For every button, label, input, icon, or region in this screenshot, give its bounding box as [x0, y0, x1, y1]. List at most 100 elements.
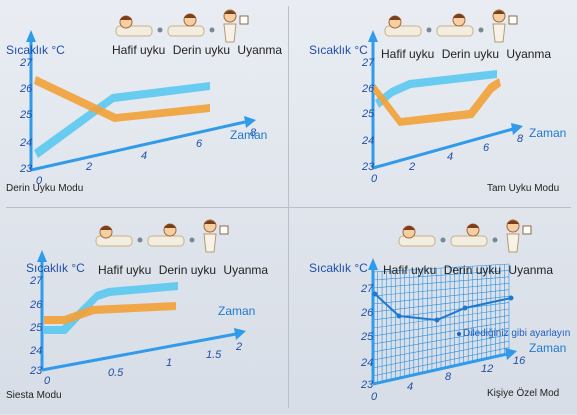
arrow-right-icon	[492, 237, 498, 243]
curve-point[interactable]	[396, 313, 402, 319]
grid-line	[372, 302, 510, 321]
axes	[26, 30, 256, 172]
x-tick-label: 4	[141, 150, 147, 162]
blue-temperature-band	[34, 82, 210, 158]
y-tick-label: 27	[361, 57, 375, 69]
sleeping-person-icon	[398, 225, 436, 247]
x-tick-label: 4	[407, 381, 413, 393]
axes	[37, 250, 246, 372]
y-ticks: 23 24 25 26 27	[361, 57, 375, 173]
arrow-right-icon	[189, 237, 195, 243]
mode-label: Derin Uyku Modu	[6, 183, 84, 194]
blue-temperature-band	[375, 70, 497, 108]
time-axis-label: Zaman	[529, 126, 567, 140]
curve-point[interactable]	[462, 305, 468, 311]
note-marker	[457, 332, 461, 336]
sleeping-person-icon	[95, 225, 133, 247]
grid-line	[372, 282, 510, 297]
y-tick-label: 24	[360, 357, 373, 369]
y-tick-label: 24	[29, 345, 42, 357]
x-tick-label: 0	[44, 375, 51, 387]
stage-icons	[384, 9, 518, 43]
arrow-right-icon	[478, 27, 484, 33]
y-tick-label: 25	[29, 322, 43, 334]
y-tick-label: 24	[19, 137, 32, 149]
y-tick-label: 25	[360, 331, 374, 343]
stage-icons	[398, 219, 532, 253]
curve-points	[372, 291, 514, 323]
x-tick-label: 8	[250, 127, 257, 139]
adjustable-grid	[372, 263, 510, 385]
mode-label: Tam Uyku Modu	[487, 183, 560, 194]
y-tick-label: 26	[360, 307, 374, 319]
y-ticks: 23 24 25 26 27	[360, 283, 374, 391]
x-tick-label: 8	[517, 133, 524, 145]
arrow-right-icon	[440, 237, 446, 243]
grid-line	[372, 327, 510, 353]
x-tick-label: 2	[85, 161, 92, 173]
waking-person-icon	[506, 219, 520, 253]
grid-line	[372, 276, 510, 289]
panel-custom: 23 24 25 26 27 0 4 8 12 16	[289, 208, 577, 415]
grid-line	[372, 340, 510, 369]
stage-labels: Hafif uyku Derin uyku Uyanma	[112, 43, 286, 57]
x-tick-label: 1	[166, 357, 172, 369]
curve-point[interactable]	[372, 291, 378, 297]
custom-adjust-note: Dilediğiniz gibi ayarlayın	[463, 328, 571, 339]
clock-icon	[508, 15, 518, 25]
y-tick-label: 23	[19, 163, 33, 175]
y-tick-label: 23	[361, 161, 375, 173]
grid-line	[372, 315, 510, 337]
stage-label-wake: Uyanma	[237, 43, 283, 57]
stage-label-deep-sleep: Derin uyku	[443, 263, 502, 277]
grid-line	[372, 321, 510, 345]
temperature-axis-label: Sıcaklık °C	[309, 261, 368, 275]
x-tick-label: 16	[513, 355, 526, 367]
x-tick-label: 2	[235, 341, 242, 353]
grid-line	[372, 295, 510, 313]
stage-label-wake: Uyanma	[506, 47, 552, 61]
y-tick-label: 27	[29, 275, 43, 287]
stage-label-wake: Uyanma	[223, 263, 269, 277]
stage-labels: Hafif uyku Derin uyku Uyanma	[383, 263, 557, 277]
x-ticks: 0 4 8 12 16	[371, 355, 526, 403]
y-tick-label: 27	[360, 283, 374, 295]
x-tick-label: 0.5	[108, 367, 124, 379]
full-sleep-chart: 23 24 25 26 27 0 2 4 6 8	[361, 9, 524, 185]
curve-point[interactable]	[508, 295, 514, 301]
arrow-right-icon	[137, 237, 143, 243]
stage-label-light-sleep: Hafif uyku	[98, 263, 152, 277]
waking-person-icon	[203, 219, 217, 253]
stage-label-deep-sleep: Derin uyku	[441, 47, 500, 61]
x-tick-label: 12	[481, 363, 493, 375]
horizontal-divider	[6, 207, 571, 208]
stage-label-light-sleep: Hafif uyku	[112, 43, 166, 57]
arrow-right-icon	[209, 27, 215, 33]
clock-icon	[522, 225, 532, 235]
x-ticks: 0 2 4 6 8	[36, 127, 257, 187]
temperature-axis-label: Sıcaklık °C	[6, 43, 65, 57]
stage-label-deep-sleep: Derin uyku	[158, 263, 217, 277]
x-ticks: 0 2 4 6 8	[371, 133, 524, 185]
y-tick-label: 25	[361, 108, 375, 120]
time-axis-label: Zaman	[529, 341, 567, 355]
turning-person-icon	[450, 223, 488, 247]
sleeping-person-icon	[115, 15, 153, 37]
arrow-right-icon	[426, 27, 432, 33]
x-tick-label: 4	[447, 151, 453, 163]
y-tick-label: 26	[19, 83, 33, 95]
siesta-chart: 23 24 25 26 27 0 0.5 1 1.5 2	[29, 219, 246, 387]
x-tick-label: 0	[371, 391, 378, 403]
panel-full-sleep: 23 24 25 26 27 0 2 4 6 8 Sıcaklık °C Haf…	[289, 0, 577, 207]
y-ticks: 23 24 25 26 27	[29, 275, 43, 377]
x-tick-label: 0	[371, 173, 378, 185]
y-tick-label: 26	[361, 83, 375, 95]
x-tick-label: 6	[483, 142, 490, 154]
mode-label: Kişiye Özel Mod	[487, 388, 560, 399]
waking-person-icon	[492, 9, 506, 43]
temperature-axis-label: Sıcaklık °C	[309, 43, 368, 57]
sleeping-person-icon	[384, 15, 422, 37]
y-tick-label: 26	[29, 299, 43, 311]
temperature-axis-label: Sıcaklık °C	[26, 261, 85, 275]
curve-point[interactable]	[434, 317, 440, 323]
